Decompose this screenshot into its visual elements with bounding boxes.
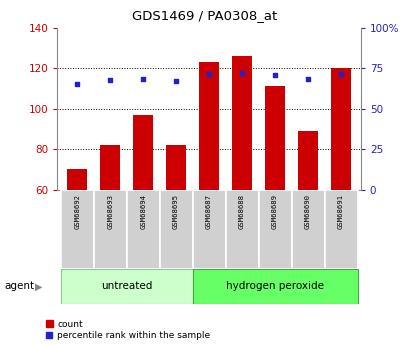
Text: GSM68691: GSM68691 — [337, 194, 343, 229]
Bar — [225, 190, 258, 269]
Bar — [291, 190, 324, 269]
Bar — [265, 86, 284, 190]
Point — [173, 78, 179, 84]
Text: GSM68690: GSM68690 — [304, 194, 310, 229]
Point — [238, 70, 245, 76]
Bar — [258, 190, 291, 269]
Bar — [61, 269, 192, 304]
Text: ▶: ▶ — [35, 282, 42, 291]
Point — [205, 71, 212, 77]
Text: untreated: untreated — [101, 282, 152, 291]
Bar — [126, 190, 159, 269]
Text: GSM68688: GSM68688 — [238, 194, 245, 229]
Text: GSM68693: GSM68693 — [107, 194, 113, 229]
Bar — [330, 68, 350, 190]
Point — [304, 76, 310, 81]
Bar — [199, 62, 218, 190]
Bar — [61, 190, 93, 269]
Bar — [159, 190, 192, 269]
Text: GSM68687: GSM68687 — [206, 194, 211, 229]
Text: hydrogen peroxide: hydrogen peroxide — [225, 282, 323, 291]
Bar — [297, 131, 317, 190]
Bar — [67, 169, 87, 190]
Point — [271, 73, 278, 78]
Point — [139, 76, 146, 81]
Text: GDS1469 / PA0308_at: GDS1469 / PA0308_at — [132, 9, 277, 22]
Bar — [133, 115, 153, 190]
Legend: count, percentile rank within the sample: count, percentile rank within the sample — [45, 320, 210, 341]
Point — [107, 78, 113, 83]
Bar — [192, 190, 225, 269]
Bar — [100, 145, 120, 190]
Bar — [93, 190, 126, 269]
Text: GSM68689: GSM68689 — [272, 194, 277, 229]
Text: agent: agent — [4, 282, 34, 291]
Point — [74, 81, 80, 87]
Bar — [231, 56, 252, 190]
Text: GSM68692: GSM68692 — [74, 194, 80, 229]
Bar — [192, 269, 357, 304]
Text: GSM68695: GSM68695 — [173, 194, 179, 229]
Text: GSM68694: GSM68694 — [140, 194, 146, 229]
Bar — [166, 145, 186, 190]
Bar — [324, 190, 357, 269]
Point — [337, 71, 344, 77]
